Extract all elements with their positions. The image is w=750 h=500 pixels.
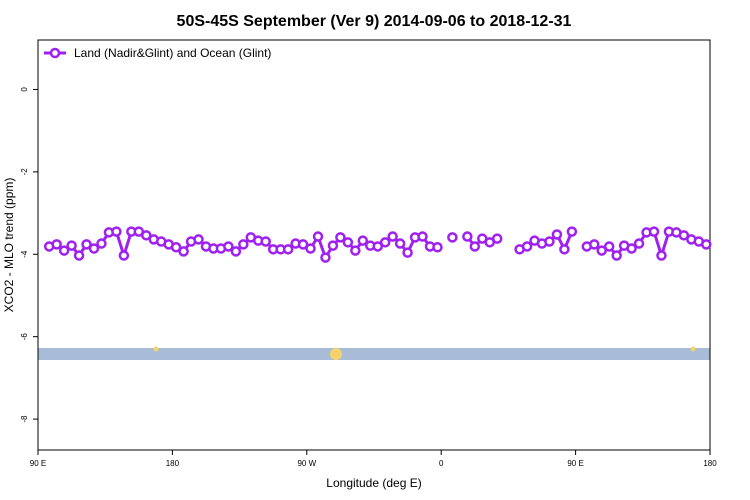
data-point bbox=[656, 250, 667, 261]
data-point bbox=[596, 245, 607, 256]
data-point bbox=[462, 231, 473, 242]
x-tick-label: 0 bbox=[439, 459, 444, 468]
data-point bbox=[305, 243, 316, 254]
x-tick-label: 180 bbox=[166, 459, 180, 468]
data-point bbox=[193, 234, 204, 245]
x-tick-label: 180 bbox=[703, 459, 717, 468]
data-point bbox=[417, 231, 428, 242]
data-point bbox=[66, 240, 77, 251]
map-island bbox=[330, 348, 342, 360]
data-point bbox=[357, 235, 369, 246]
data-point bbox=[521, 241, 533, 252]
data-point bbox=[447, 232, 458, 243]
map-band bbox=[38, 348, 710, 360]
data-point bbox=[387, 231, 398, 242]
data-point bbox=[469, 241, 481, 252]
data-point bbox=[379, 237, 391, 248]
data-point bbox=[678, 230, 690, 241]
data-point bbox=[118, 250, 130, 261]
x-axis-label: Longitude (deg E) bbox=[326, 476, 421, 490]
data-point bbox=[551, 229, 563, 240]
y-tick-label: 0 bbox=[20, 87, 29, 92]
y-axis-label: XCO2 - MLO trend (ppm) bbox=[2, 178, 16, 313]
data-point bbox=[320, 252, 331, 263]
data-point bbox=[88, 243, 100, 254]
data-point bbox=[566, 226, 578, 237]
data-point bbox=[589, 239, 600, 250]
data-point bbox=[282, 244, 294, 255]
data-point bbox=[111, 226, 122, 237]
data-point bbox=[297, 239, 309, 250]
y-tick-label: -4 bbox=[20, 250, 29, 258]
x-tick-label: 90 E bbox=[30, 459, 46, 468]
y-tick-label: -2 bbox=[20, 168, 29, 176]
data-point bbox=[342, 237, 354, 248]
chart-title: 50S-45S September (Ver 9) 2014-09-06 to … bbox=[177, 13, 572, 30]
data-point bbox=[701, 239, 712, 250]
data-point bbox=[611, 250, 622, 261]
data-point bbox=[559, 244, 570, 255]
data-point bbox=[633, 238, 645, 249]
data-point bbox=[544, 236, 555, 247]
map-island bbox=[153, 346, 159, 352]
data-point bbox=[51, 239, 62, 250]
data-point bbox=[648, 226, 660, 237]
data-point bbox=[394, 238, 406, 249]
y-tick-label: -6 bbox=[20, 333, 29, 341]
x-tick-label: 90 E bbox=[567, 459, 583, 468]
legend-label: Land (Nadir&Glint) and Ocean (Glint) bbox=[74, 46, 271, 60]
data-point bbox=[260, 236, 271, 247]
data-point bbox=[73, 250, 85, 261]
data-point bbox=[402, 247, 413, 258]
legend-marker bbox=[49, 47, 61, 59]
map-island bbox=[690, 346, 696, 352]
data-point bbox=[372, 241, 383, 252]
data-point bbox=[170, 242, 182, 253]
data-point bbox=[230, 246, 242, 257]
data-point bbox=[141, 230, 152, 241]
data-point bbox=[335, 232, 346, 243]
data-point bbox=[327, 240, 339, 251]
data-point bbox=[432, 242, 443, 253]
data-point bbox=[491, 233, 503, 244]
data-point bbox=[178, 246, 189, 257]
data-point bbox=[626, 243, 637, 254]
data-point bbox=[81, 239, 92, 250]
y-tick-label: -8 bbox=[20, 415, 29, 423]
data-point bbox=[350, 245, 361, 256]
x-tick-label: 90 W bbox=[297, 459, 316, 468]
data-point bbox=[223, 241, 234, 252]
data-point bbox=[58, 245, 70, 256]
data-point bbox=[96, 238, 107, 249]
data-point bbox=[312, 231, 324, 242]
data-point bbox=[238, 239, 249, 250]
data-point bbox=[603, 241, 615, 252]
